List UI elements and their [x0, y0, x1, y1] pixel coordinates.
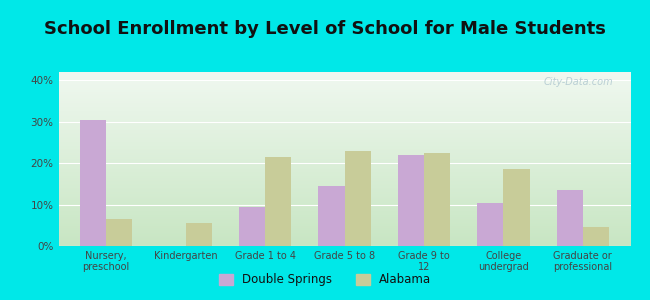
Bar	[80, 120, 106, 246]
Bar	[424, 153, 450, 246]
Bar	[503, 169, 530, 246]
Text: City-Data.com: City-Data.com	[543, 77, 614, 87]
Bar	[106, 219, 133, 246]
Bar	[186, 223, 212, 246]
Bar	[583, 227, 609, 246]
Bar	[265, 157, 291, 246]
Text: School Enrollment by Level of School for Male Students: School Enrollment by Level of School for…	[44, 20, 606, 38]
Legend: Double Springs, Alabama: Double Springs, Alabama	[214, 269, 436, 291]
Bar	[556, 190, 583, 246]
Bar	[318, 186, 344, 246]
Bar	[344, 151, 370, 246]
Bar	[477, 202, 503, 246]
Bar	[239, 207, 265, 246]
Bar	[398, 155, 424, 246]
